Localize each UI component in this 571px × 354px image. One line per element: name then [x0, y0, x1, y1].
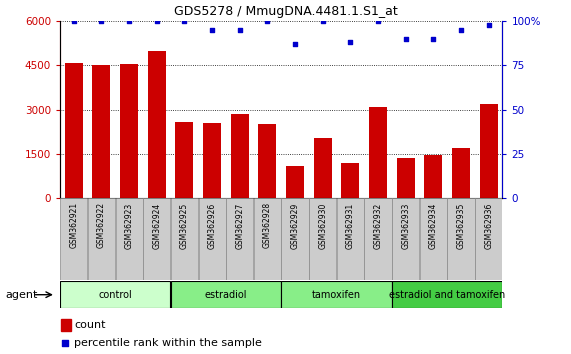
Bar — [480, 104, 498, 198]
Bar — [424, 155, 443, 198]
Bar — [341, 163, 359, 198]
Bar — [392, 198, 419, 280]
Point — [401, 36, 410, 42]
Bar — [259, 125, 276, 198]
Bar — [199, 198, 226, 280]
Bar — [452, 148, 470, 198]
Bar — [364, 198, 392, 280]
Bar — [448, 198, 475, 280]
Point — [484, 22, 493, 28]
Text: GSM362927: GSM362927 — [235, 202, 244, 249]
Bar — [420, 198, 447, 280]
Bar — [171, 198, 198, 280]
Text: estradiol and tamoxifen: estradiol and tamoxifen — [389, 290, 505, 300]
Point — [263, 18, 272, 24]
Bar — [171, 281, 281, 308]
Bar — [282, 281, 392, 308]
Point — [152, 18, 162, 24]
Bar — [231, 114, 249, 198]
Text: GSM362935: GSM362935 — [456, 202, 465, 249]
Bar — [120, 64, 138, 198]
Point — [235, 27, 244, 33]
Text: tamoxifen: tamoxifen — [312, 290, 361, 300]
Text: GSM362921: GSM362921 — [69, 202, 78, 249]
Text: count: count — [74, 320, 106, 330]
Point — [69, 18, 78, 24]
Bar — [115, 198, 143, 280]
Bar — [93, 65, 110, 198]
Bar — [60, 198, 87, 280]
Point — [97, 18, 106, 24]
Text: GSM362928: GSM362928 — [263, 202, 272, 249]
Point — [346, 40, 355, 45]
Bar — [313, 138, 332, 198]
Point — [291, 41, 300, 47]
Text: GSM362930: GSM362930 — [318, 202, 327, 249]
Text: estradiol: estradiol — [204, 290, 247, 300]
Text: GSM362922: GSM362922 — [97, 202, 106, 249]
Bar — [65, 63, 83, 198]
Bar — [286, 166, 304, 198]
Bar — [60, 281, 170, 308]
Point — [180, 18, 189, 24]
Bar — [61, 319, 71, 331]
Point — [207, 27, 216, 33]
Bar — [254, 198, 281, 280]
Bar — [337, 198, 364, 280]
Point — [124, 18, 134, 24]
Bar — [282, 198, 308, 280]
Text: GSM362923: GSM362923 — [124, 202, 134, 249]
Point — [429, 36, 438, 42]
Bar — [175, 121, 194, 198]
Text: GSM362926: GSM362926 — [208, 202, 216, 249]
Text: GSM362925: GSM362925 — [180, 202, 189, 249]
Point — [61, 340, 70, 346]
Bar — [226, 198, 254, 280]
Bar — [143, 198, 170, 280]
Text: GSM362932: GSM362932 — [373, 202, 383, 249]
Text: GSM362929: GSM362929 — [291, 202, 300, 249]
Text: GSM362934: GSM362934 — [429, 202, 438, 249]
Text: control: control — [98, 290, 132, 300]
Point — [373, 18, 383, 24]
Bar — [148, 51, 166, 198]
Text: GSM362936: GSM362936 — [484, 202, 493, 249]
Text: agent: agent — [6, 290, 38, 300]
Bar — [88, 198, 115, 280]
Text: GDS5278 / MmugDNA.4481.1.S1_at: GDS5278 / MmugDNA.4481.1.S1_at — [174, 5, 397, 18]
Text: GSM362933: GSM362933 — [401, 202, 410, 249]
Bar — [203, 123, 221, 198]
Point — [456, 27, 465, 33]
Bar — [309, 198, 336, 280]
Text: percentile rank within the sample: percentile rank within the sample — [74, 338, 262, 348]
Bar — [397, 159, 415, 198]
Point — [318, 18, 327, 24]
Text: GSM362924: GSM362924 — [152, 202, 161, 249]
Text: GSM362931: GSM362931 — [346, 202, 355, 249]
Bar — [369, 107, 387, 198]
Bar — [475, 198, 502, 280]
Bar — [392, 281, 502, 308]
